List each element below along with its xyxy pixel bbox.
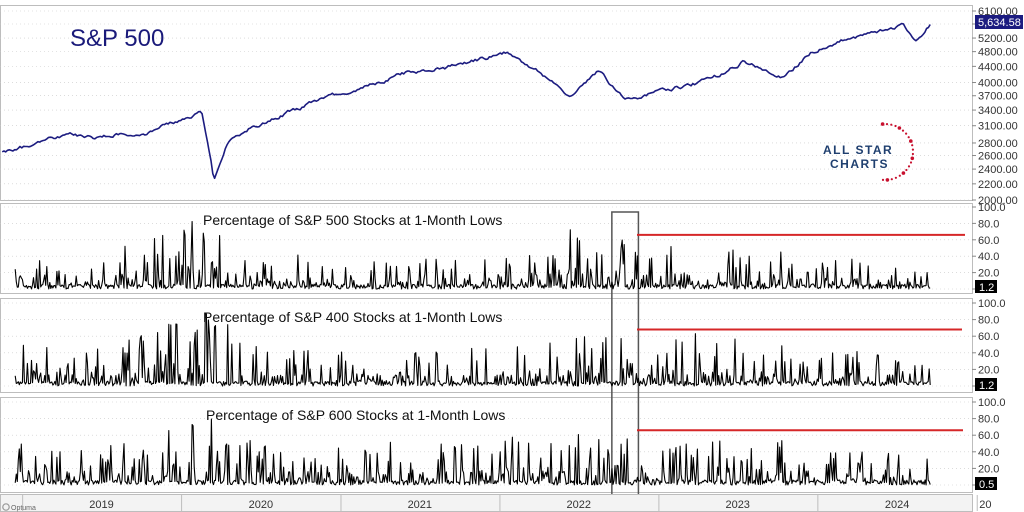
logo-star [905, 132, 908, 135]
x-tick-label: 20 [979, 499, 991, 511]
svg-text:5,634.58: 5,634.58 [978, 17, 1021, 29]
svg-text:Optuma: Optuma [11, 505, 36, 512]
y-tick-label: 40.0 [978, 447, 999, 459]
x-tick-label: 2023 [725, 499, 749, 511]
y-tick-label: 100.0 [978, 202, 1006, 214]
y-tick-label: 4800.00 [978, 47, 1018, 59]
breadth400-chart-title: Percentage of S&P 400 Stocks at 1-Month … [203, 309, 502, 325]
svg-text:1.2: 1.2 [979, 282, 994, 294]
y-tick-label: 60.0 [978, 430, 999, 442]
y-tick-label: 3400.00 [978, 105, 1018, 117]
y-tick-label: 40.0 [978, 251, 999, 263]
y-tick-label: 3700.00 [978, 91, 1018, 103]
y-tick-label: 60.0 [978, 235, 999, 247]
logo-star [880, 122, 885, 126]
y-tick-label: 60.0 [978, 331, 999, 343]
logo-star [905, 168, 908, 172]
y-tick-label: 20.0 [978, 364, 999, 376]
logo-star [901, 129, 905, 132]
svg-text:ALL STAR: ALL STAR [823, 143, 893, 157]
spx-last-value-badge: 5,634.58 [975, 15, 1023, 29]
breadth600-panel-frame [0, 397, 973, 493]
y-tick-label: 80.0 [978, 414, 999, 426]
logo-star [890, 178, 893, 181]
logo-star [897, 126, 902, 130]
y-tick-label: 100.0 [978, 298, 1006, 310]
y-tick-label: 80.0 [978, 218, 999, 230]
logo-star [901, 171, 906, 175]
svg-text:CHARTS: CHARTS [830, 157, 889, 171]
breadth400-series-line [14, 313, 931, 387]
x-axis: 2019 2020 2021 2022 2023 2024 20 [22, 495, 991, 511]
y-tick-label: 40.0 [978, 348, 999, 360]
y-tick-label: 5200.00 [978, 33, 1018, 45]
breadth500-series-line [14, 220, 931, 290]
logo-star [885, 123, 889, 126]
breadth500-chart-title: Percentage of S&P 500 Stocks at 1-Month … [203, 212, 502, 228]
logo-star [907, 165, 911, 168]
x-axis-band [0, 494, 973, 512]
y-tick-label: 80.0 [978, 315, 999, 327]
logo-star [911, 144, 914, 147]
logo-star [898, 174, 901, 177]
x-tick-label: 2022 [567, 499, 591, 511]
y-tick-label: 2000.00 [978, 195, 1018, 207]
logo-star [911, 148, 915, 151]
logo-star [909, 161, 913, 164]
y-tick-label: 2400.00 [978, 164, 1018, 176]
all-star-charts-logo: ALL STAR CHARTS [823, 122, 915, 182]
y-tick-label: 20.0 [978, 268, 999, 280]
spx-y-axis: 6100.005650.005200.004800.004400.004000.… [972, 6, 1018, 207]
y-tick-label: 4000.00 [978, 78, 1018, 90]
breadth400-panel-frame [0, 298, 973, 393]
logo-star [907, 136, 910, 139]
x-tick-label: 2021 [408, 499, 432, 511]
provider-mark: Optuma [2, 503, 36, 512]
x-tick-label: 2019 [89, 499, 113, 511]
y-tick-label: 4400.00 [978, 61, 1018, 73]
x-tick-label: 2020 [249, 499, 273, 511]
y-tick-label: 2600.00 [978, 151, 1018, 163]
y-tick-label: 100.0 [978, 397, 1006, 409]
logo-star [881, 178, 885, 181]
breadth500-last-value-badge: 1.2 [975, 280, 997, 294]
logo-star [911, 152, 915, 156]
y-tick-label: 2200.00 [978, 179, 1018, 191]
logo-star [909, 139, 913, 143]
x-tick-label: 2024 [885, 499, 909, 511]
logo-star [894, 176, 898, 179]
highlight-box [611, 211, 640, 501]
svg-text:0.5: 0.5 [979, 479, 994, 491]
y-tick-label: 3100.00 [978, 121, 1018, 133]
breadth600-chart-title: Percentage of S&P 600 Stocks at 1-Month … [206, 407, 505, 423]
spx-panel-frame [0, 5, 973, 201]
breadth600-series-line [14, 418, 931, 486]
y-tick-label: 2800.00 [978, 138, 1018, 150]
breadth500-panel-frame [0, 203, 973, 294]
logo-star [885, 178, 890, 182]
y-tick-label: 20.0 [978, 463, 999, 475]
breadth600-last-value-badge: 0.5 [975, 477, 997, 491]
svg-text:1.2: 1.2 [979, 380, 994, 392]
logo-star [910, 156, 915, 161]
logo-star [894, 124, 897, 128]
breadth400-last-value-badge: 1.2 [975, 378, 997, 392]
logo-star [890, 123, 893, 126]
spx-series-line [1, 22, 931, 180]
spx-chart-title: S&P 500 [70, 25, 164, 52]
